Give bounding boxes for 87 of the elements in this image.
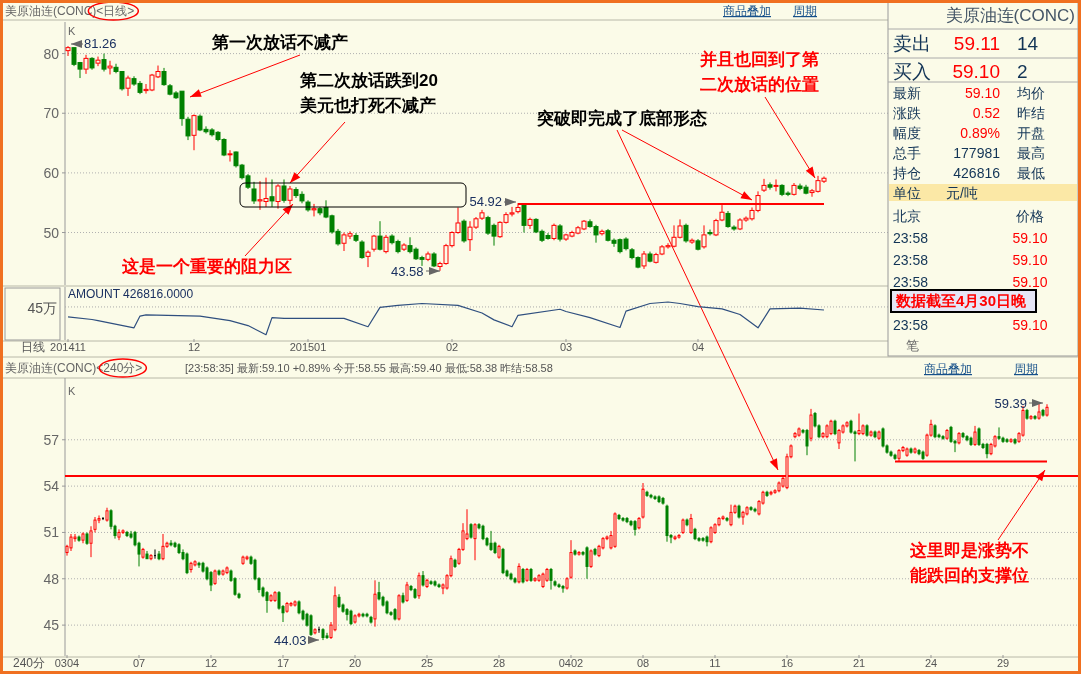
annotation: K bbox=[68, 385, 76, 397]
annotation: 54.92 bbox=[469, 194, 502, 209]
x-tick-label: 21 bbox=[852, 657, 866, 669]
x-tick-label: 08 bbox=[636, 657, 650, 669]
annotation: 43.58 bbox=[391, 264, 424, 279]
text: 0.52 bbox=[972, 105, 1001, 121]
x-tick-label: 12 bbox=[204, 657, 218, 669]
text: 59.10 bbox=[1012, 252, 1048, 268]
text: 59.11 bbox=[953, 33, 1000, 54]
x-axis-title: 240分 bbox=[12, 656, 45, 670]
text: 177981 bbox=[953, 145, 1001, 161]
text: 23:58 bbox=[893, 230, 929, 246]
x-tick-label: 12 bbox=[187, 341, 201, 353]
annotation: 突破即完成了底部形态 bbox=[536, 109, 707, 128]
text: 开盘 bbox=[1017, 125, 1045, 141]
text: 59.10 bbox=[1012, 274, 1048, 290]
text: 卖出 bbox=[893, 33, 931, 54]
x-tick-label: 02 bbox=[445, 341, 459, 353]
annotation: 59.39 bbox=[994, 396, 1027, 411]
text: 23:58 bbox=[893, 252, 929, 268]
y-tick-label: 51 bbox=[43, 524, 60, 541]
text: 0.89% bbox=[960, 125, 1000, 141]
text: 价格 bbox=[1015, 208, 1044, 224]
text: 北京 bbox=[893, 208, 921, 224]
x-tick-label: 11 bbox=[709, 657, 721, 669]
y-tick-label: 45 bbox=[43, 617, 60, 634]
x-axis-title: 日线 bbox=[21, 340, 45, 354]
x-tick-label: 0304 bbox=[54, 657, 80, 669]
annotation: K bbox=[68, 25, 76, 37]
annotation: 并且也回到了第二次放话的位置 bbox=[699, 50, 819, 94]
chart-subtitle: [23:58:35] 最新:59.10 +0.89% 今开:58.55 最高:59.40 最低:58.38 昨结:58.58 bbox=[185, 362, 553, 374]
text: 均价 bbox=[1016, 85, 1045, 101]
x-tick-label: 29 bbox=[996, 657, 1010, 669]
x-tick-label: 17 bbox=[276, 657, 290, 669]
text: 买入 bbox=[893, 61, 931, 82]
x-tick-label: 20 bbox=[348, 657, 362, 669]
text: 最新 bbox=[893, 85, 921, 101]
x-tick-label: 04 bbox=[691, 341, 705, 353]
text: 持仓 bbox=[893, 165, 921, 181]
text: 最低 bbox=[1017, 165, 1045, 181]
y-tick-label: 57 bbox=[43, 431, 60, 448]
x-tick-label: 0402 bbox=[558, 657, 584, 669]
annotation: 第二次放话跌到20美元也打死不减产 bbox=[299, 71, 438, 115]
text: 商品叠加 bbox=[924, 362, 972, 376]
text: 最高 bbox=[1017, 145, 1045, 161]
text: 幅度 bbox=[893, 125, 921, 141]
text: 商品叠加 bbox=[723, 4, 771, 18]
text: 昨结 bbox=[1017, 105, 1045, 121]
y-tick-label: 48 bbox=[43, 570, 60, 587]
text: 笔 bbox=[906, 338, 919, 353]
annotation: 这里即是涨势不能跌回的支撑位 bbox=[909, 541, 1029, 585]
text: 单位 bbox=[893, 185, 921, 201]
x-tick-label: 201411 bbox=[50, 341, 86, 353]
annotation: 第一次放话不减产 bbox=[211, 33, 348, 52]
x-tick-label: 03 bbox=[559, 341, 573, 353]
y-tick-label: 50 bbox=[43, 224, 60, 241]
x-tick-label: 201501 bbox=[289, 341, 327, 353]
text: 数据截至4月30日晚 bbox=[895, 292, 1028, 309]
y-tick-label: 70 bbox=[43, 105, 60, 122]
text: 23:58 bbox=[893, 274, 929, 290]
text: 2 bbox=[1017, 61, 1028, 82]
text: 59.10 bbox=[1012, 230, 1048, 246]
chart-title: AMOUNT 426816.0000 bbox=[68, 287, 194, 301]
y-tick-label: 54 bbox=[43, 478, 60, 495]
x-tick-label: 24 bbox=[924, 657, 938, 669]
y-tick-label: 80 bbox=[43, 45, 60, 62]
text: 周期 bbox=[793, 4, 817, 18]
text: 涨跌 bbox=[893, 105, 921, 121]
x-tick-label: 16 bbox=[780, 657, 794, 669]
annotation: 44.03 bbox=[274, 633, 307, 648]
y-tick-label: 60 bbox=[43, 164, 60, 181]
ref-line-label: 45万 bbox=[27, 299, 57, 316]
annotation: 这是一个重要的阻力区 bbox=[121, 257, 292, 276]
text: 元/吨 bbox=[946, 185, 978, 201]
text: 总手 bbox=[892, 145, 921, 161]
annotation: 81.26 bbox=[84, 36, 117, 51]
text: 美原油连(CONC) bbox=[945, 6, 1075, 25]
x-tick-label: 28 bbox=[492, 657, 506, 669]
text: 14 bbox=[1017, 33, 1039, 54]
text: 426816 bbox=[953, 165, 1001, 181]
text: 周期 bbox=[1014, 362, 1038, 376]
text: 59.10 bbox=[1012, 317, 1048, 333]
x-tick-label: 07 bbox=[132, 657, 146, 669]
text: 59.10 bbox=[964, 85, 1001, 101]
x-tick-label: 25 bbox=[420, 657, 434, 669]
text: 59.10 bbox=[952, 61, 1000, 82]
text: 23:58 bbox=[893, 317, 929, 333]
